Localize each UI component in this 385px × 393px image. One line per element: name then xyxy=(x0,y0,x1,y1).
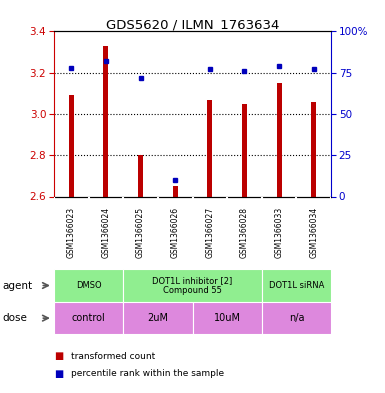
Text: GDS5620 / ILMN_1763634: GDS5620 / ILMN_1763634 xyxy=(106,18,279,31)
Bar xyxy=(138,155,143,196)
Bar xyxy=(54,269,123,302)
Text: GSM1366028: GSM1366028 xyxy=(240,208,249,258)
Text: DMSO: DMSO xyxy=(76,281,101,290)
Text: GSM1366025: GSM1366025 xyxy=(136,207,145,259)
Bar xyxy=(207,99,213,196)
Bar xyxy=(242,104,247,196)
Bar xyxy=(123,302,192,334)
Text: 10uM: 10uM xyxy=(214,313,241,323)
Bar xyxy=(172,186,178,196)
Text: control: control xyxy=(72,313,105,323)
Text: DOT1L inhibitor [2]
Compound 55: DOT1L inhibitor [2] Compound 55 xyxy=(152,276,233,295)
Bar xyxy=(276,83,282,196)
Text: n/a: n/a xyxy=(289,313,304,323)
Bar xyxy=(192,302,262,334)
Text: ■: ■ xyxy=(54,351,63,361)
Text: GSM1366033: GSM1366033 xyxy=(275,207,284,259)
Text: ■: ■ xyxy=(54,369,63,379)
Text: percentile rank within the sample: percentile rank within the sample xyxy=(71,369,224,378)
Bar xyxy=(311,101,316,196)
Text: GSM1366024: GSM1366024 xyxy=(101,207,110,259)
Bar xyxy=(262,302,331,334)
Text: transformed count: transformed count xyxy=(71,352,156,360)
Text: GSM1366034: GSM1366034 xyxy=(309,207,318,259)
Bar xyxy=(103,46,109,196)
Text: agent: agent xyxy=(2,281,32,290)
Bar xyxy=(54,302,123,334)
Bar xyxy=(262,269,331,302)
Text: GSM1366026: GSM1366026 xyxy=(171,207,180,259)
Bar xyxy=(123,269,262,302)
Bar xyxy=(69,95,74,196)
Text: dose: dose xyxy=(2,313,27,323)
Text: GSM1366023: GSM1366023 xyxy=(67,207,76,259)
Text: GSM1366027: GSM1366027 xyxy=(205,207,214,259)
Text: DOT1L siRNA: DOT1L siRNA xyxy=(269,281,324,290)
Text: 2uM: 2uM xyxy=(147,313,168,323)
